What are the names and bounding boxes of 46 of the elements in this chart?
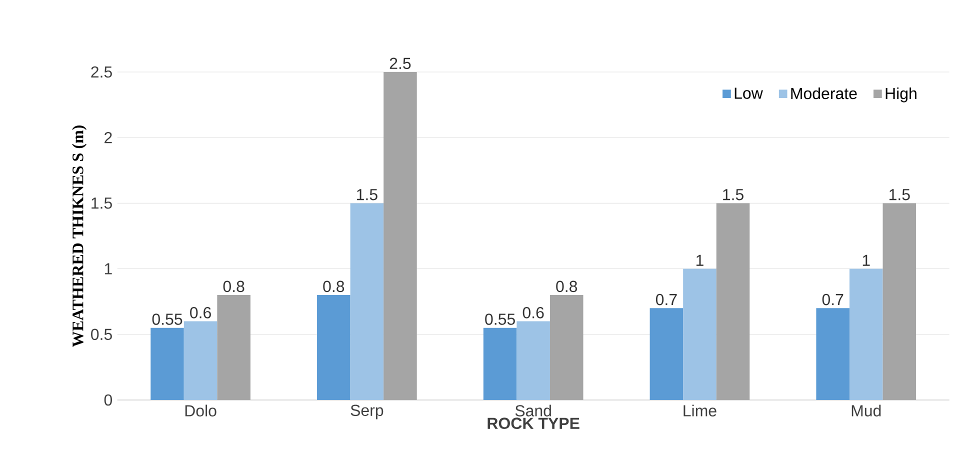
data-label: 1 [862, 254, 870, 266]
bar [350, 203, 384, 400]
x-tick-label: Lime [684, 404, 716, 416]
bar [816, 308, 850, 400]
bar [550, 295, 584, 400]
y-tick-label: 0.5 [91, 328, 112, 340]
data-label: 0.8 [556, 280, 578, 292]
legend-label: Moderate [791, 87, 857, 100]
data-label: 1.5 [723, 189, 744, 200]
y-axis-title: WEATHERED THIKNES S (m) [72, 126, 87, 347]
data-label: 0.7 [822, 294, 844, 306]
bar [184, 321, 218, 400]
bar [683, 268, 716, 400]
x-tick-label: Serp [350, 404, 384, 420]
y-tick-label: 2.5 [91, 66, 112, 78]
data-label: 0.6 [190, 307, 211, 318]
bar [150, 328, 184, 400]
bar [716, 203, 750, 400]
data-label: 1 [696, 254, 704, 266]
data-label: 0.8 [323, 280, 344, 292]
data-label: 1.5 [889, 189, 910, 200]
bar [317, 295, 350, 400]
bar [849, 268, 883, 400]
bar [650, 308, 684, 400]
x-axis-title: ROCK TYPE [488, 418, 580, 429]
data-label: 0.6 [522, 307, 544, 318]
y-tick-label: 1 [104, 263, 112, 274]
x-tick-label: Sand [515, 404, 551, 416]
bar [217, 295, 250, 400]
bar [516, 321, 550, 400]
y-tick-label: 1.5 [92, 198, 112, 209]
x-tick-label: Mud [852, 404, 881, 416]
x-tick-label: Dolo [185, 404, 216, 416]
data-label: 1.5 [357, 189, 378, 200]
y-tick-label: 0 [104, 394, 112, 406]
data-label: 0.55 [152, 314, 182, 325]
y-tick-label: 2 [104, 132, 112, 144]
data-label: 0.7 [656, 294, 677, 306]
legend-label: Low [734, 88, 763, 99]
bar [882, 203, 916, 400]
data-label: 0.8 [223, 280, 244, 292]
bar [384, 72, 417, 400]
bar [483, 328, 517, 400]
data-label: 0.55 [485, 314, 515, 325]
legend-label: High [886, 87, 916, 102]
data-label: 2.5 [390, 58, 411, 70]
